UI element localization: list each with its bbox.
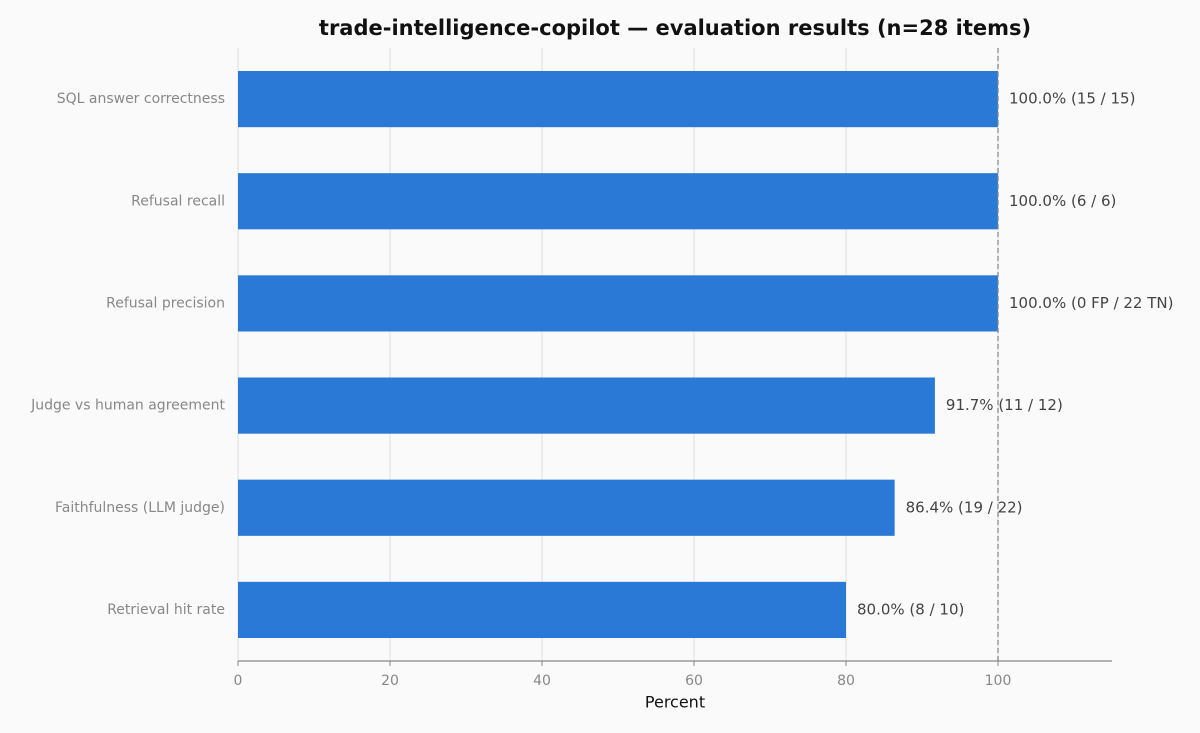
y-tick-label: Refusal precision (106, 295, 225, 311)
bar (238, 377, 935, 434)
value-label: 86.4% (19 / 22) (906, 498, 1023, 516)
y-tick-label: Refusal recall (131, 193, 225, 209)
y-tick-label: Judge vs human agreement (30, 398, 225, 414)
x-tick-label: 100 (985, 673, 1012, 689)
value-label: 100.0% (15 / 15) (1009, 90, 1135, 108)
bar (238, 70, 998, 128)
x-tick-label: 20 (381, 673, 399, 689)
bar (238, 479, 895, 536)
value-label: 80.0% (8 / 10) (857, 600, 964, 618)
x-tick-label: 40 (533, 673, 551, 689)
x-axis-label: Percent (645, 693, 705, 712)
value-label: 100.0% (0 FP / 22 TN) (1009, 294, 1173, 312)
value-label: 91.7% (11 / 12) (946, 396, 1063, 414)
y-tick-label: Faithfulness (LLM judge) (55, 500, 225, 516)
x-tick-label: 0 (234, 673, 243, 689)
x-tick-label: 60 (685, 673, 703, 689)
bar (238, 581, 846, 639)
value-label: 100.0% (6 / 6) (1009, 192, 1116, 210)
bar (238, 275, 998, 332)
x-tick-label: 80 (837, 673, 855, 689)
y-tick-label: Retrieval hit rate (107, 602, 225, 618)
y-tick-label: SQL answer correctness (57, 91, 225, 107)
bar (238, 173, 998, 230)
chart-title: trade-intelligence-copilot — evaluation … (319, 16, 1031, 40)
